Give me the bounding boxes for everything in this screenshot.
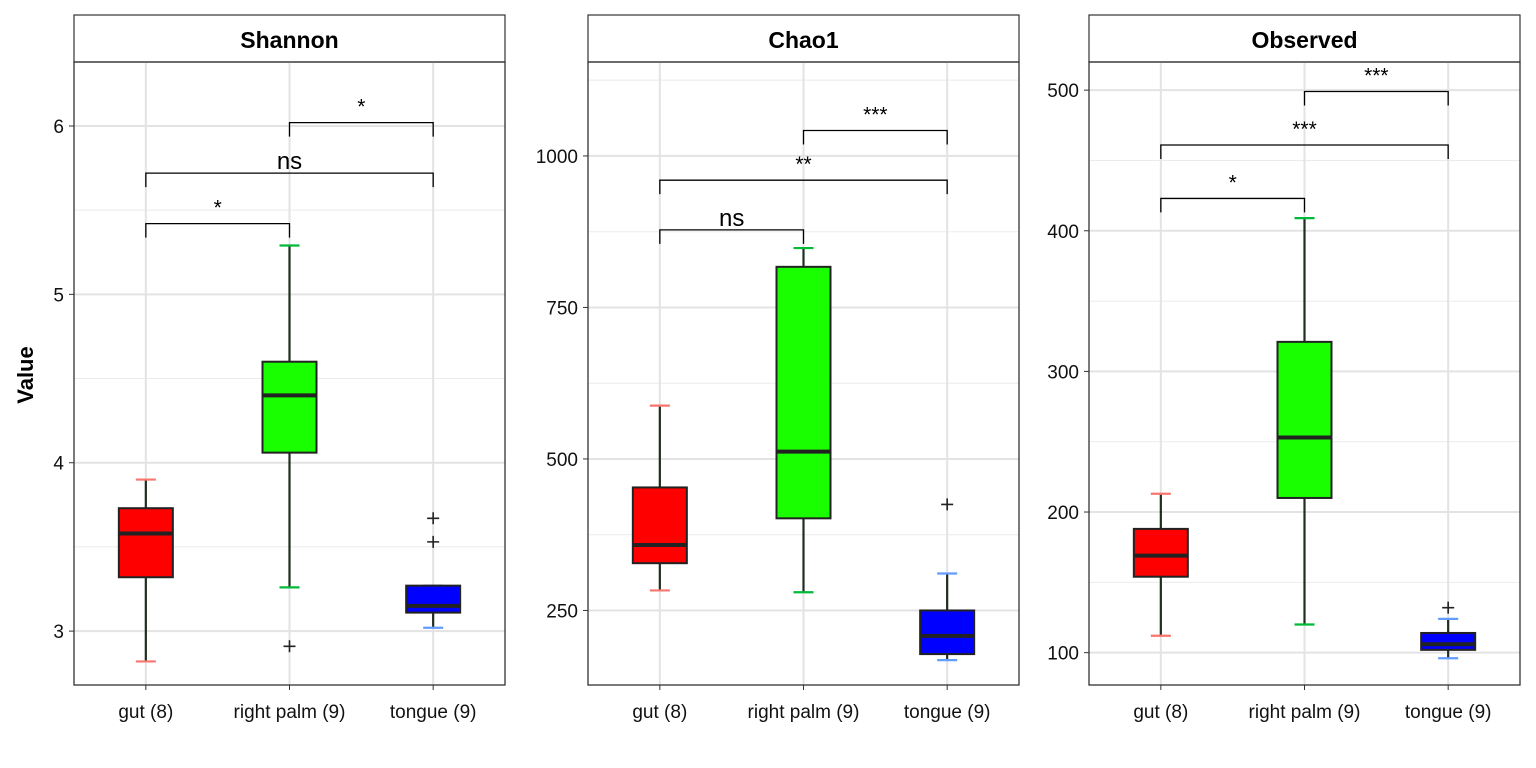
- box-gut: [631, 404, 688, 592]
- y-tick-label: 100: [1047, 644, 1079, 665]
- outlier-point: [1442, 601, 1455, 614]
- box-body: [1132, 527, 1189, 578]
- box-tongue: [919, 498, 976, 662]
- comparison-bracket: [145, 222, 291, 238]
- significance-label: ***: [863, 103, 888, 126]
- outlier-point: [427, 535, 440, 548]
- x-tick-label: right palm (9): [748, 702, 860, 723]
- panel-strip: [1088, 14, 1521, 63]
- significance-label: *: [357, 96, 365, 119]
- comparison-bracket: [1303, 90, 1449, 106]
- x-tick-label: gut (8): [1133, 702, 1188, 723]
- x-tick-label: tongue (9): [1405, 702, 1492, 723]
- box-tongue: [405, 512, 462, 629]
- x-tick-label: tongue (9): [390, 702, 477, 723]
- box-body: [631, 486, 688, 565]
- y-tick-label: 250: [546, 601, 578, 622]
- box-body: [405, 584, 462, 614]
- x-tick-label: gut (8): [118, 702, 173, 723]
- y-tick-label: 500: [1047, 81, 1079, 102]
- y-tick-label: 500: [546, 450, 578, 471]
- x-tick-label: gut (8): [632, 702, 687, 723]
- outlier-point: [941, 498, 954, 511]
- x-tick-label: right palm (9): [1249, 702, 1361, 723]
- y-tick-label: 300: [1047, 362, 1079, 383]
- panel-strip: [73, 14, 506, 63]
- y-tick-label: 1000: [536, 147, 578, 168]
- x-tick-label: right palm (9): [234, 702, 346, 723]
- box-body: [117, 507, 174, 579]
- panel-strip: [587, 14, 1020, 63]
- outlier-point: [283, 640, 296, 653]
- box-gut: [117, 478, 174, 663]
- significance-label: *: [1229, 171, 1237, 194]
- comparison-bracket: [288, 121, 434, 137]
- significance-label: ***: [1364, 65, 1389, 88]
- significance-label: ***: [1292, 118, 1317, 141]
- significance-label: ns: [277, 148, 302, 175]
- box-body: [1420, 631, 1477, 651]
- box-right-palm: [261, 244, 318, 653]
- y-tick-label: 6: [53, 117, 64, 138]
- y-tick-label: 750: [546, 298, 578, 319]
- y-axis-label: Value: [13, 346, 38, 403]
- significance-label: ns: [719, 205, 744, 232]
- significance-label: **: [795, 153, 811, 176]
- panel-title: Observed: [1251, 27, 1357, 53]
- outlier-point: [427, 512, 440, 525]
- x-tick-label: tongue (9): [904, 702, 991, 723]
- box-tongue: [1420, 601, 1477, 660]
- significance-label: *: [214, 197, 222, 220]
- box-right-palm: [1276, 217, 1333, 626]
- box-gut: [1132, 492, 1189, 637]
- box-body: [919, 609, 976, 656]
- comparison-bracket: [659, 179, 948, 195]
- box-body: [261, 360, 318, 454]
- y-tick-label: 5: [53, 285, 64, 306]
- comparison-bracket: [145, 172, 434, 188]
- y-tick-label: 3: [53, 622, 64, 643]
- box-right-palm: [775, 246, 832, 594]
- comparison-bracket: [659, 229, 805, 244]
- comparison-bracket: [1160, 197, 1306, 213]
- box-body: [775, 265, 832, 520]
- comparison-bracket: [802, 129, 948, 145]
- comparison-bracket: [1160, 144, 1449, 159]
- panel-title: Shannon: [240, 27, 338, 53]
- y-tick-label: 200: [1047, 503, 1079, 524]
- box-body: [1276, 340, 1333, 499]
- y-tick-label: 400: [1047, 222, 1079, 243]
- panel-title: Chao1: [768, 27, 839, 53]
- panel-shannon: Shannon 3 4 5 6 * ns * gut (8) right palm (9) tong…: [53, 14, 506, 723]
- y-tick-label: 4: [53, 454, 64, 475]
